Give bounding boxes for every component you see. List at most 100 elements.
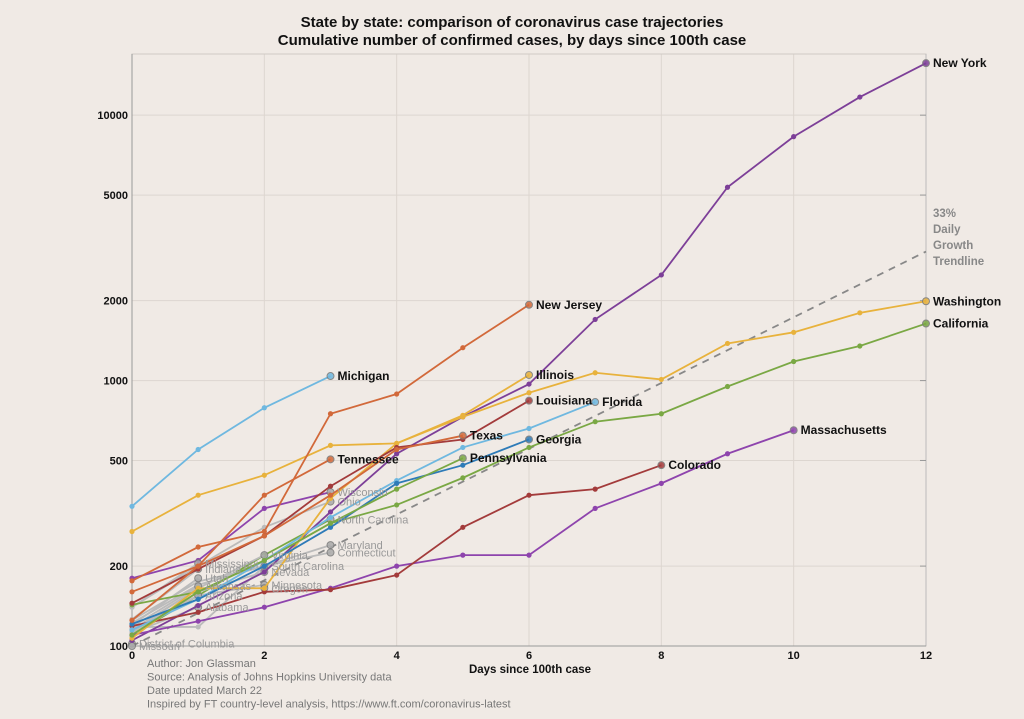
- data-point: [526, 492, 532, 498]
- series-label: District of Columbia: [139, 639, 235, 651]
- series-label: Florida: [602, 395, 642, 409]
- data-point: [458, 454, 467, 463]
- data-point: [129, 632, 135, 638]
- data-point: [195, 492, 201, 498]
- series-label: Utah: [205, 573, 228, 585]
- series-line: [131, 577, 199, 626]
- series-label: Wisconsin: [338, 487, 388, 499]
- x-tick-label: 4: [394, 650, 401, 662]
- data-point: [526, 444, 532, 451]
- data-point: [129, 600, 135, 606]
- series-new-jersey: [129, 300, 533, 584]
- y-tick-label: 500: [110, 455, 128, 467]
- data-point: [327, 587, 334, 593]
- data-point: [129, 589, 135, 595]
- data-point: [724, 451, 731, 457]
- data-point: [857, 94, 863, 100]
- series-line: [131, 434, 464, 593]
- data-point: [592, 316, 598, 323]
- data-point: [260, 551, 269, 560]
- data-point: [922, 319, 930, 328]
- data-point: [195, 589, 201, 595]
- y-tick-label: 10000: [97, 110, 128, 122]
- series-label: Alabama: [205, 602, 249, 614]
- data-point: [857, 343, 863, 349]
- series-georgia: [129, 435, 533, 627]
- series-michigan: [129, 372, 335, 509]
- data-point: [526, 552, 532, 558]
- data-point: [394, 391, 400, 397]
- series-group: [128, 59, 930, 650]
- series-line: [131, 491, 331, 580]
- data-point: [592, 370, 598, 376]
- credits: Author: Jon Glassman Source: Analysis of …: [147, 658, 511, 711]
- data-point: [460, 345, 466, 351]
- data-point: [327, 483, 334, 489]
- data-point: [791, 134, 797, 140]
- data-point: [261, 492, 267, 498]
- data-point: [195, 609, 201, 615]
- data-point: [791, 358, 797, 365]
- axes: 0 2 4 6 8 10 12 100 200 500 1000 2000 5000 10000: [97, 53, 932, 662]
- data-point: [327, 514, 334, 521]
- data-point: [195, 618, 201, 624]
- series-label: Colorado: [668, 458, 721, 472]
- data-point: [128, 642, 136, 650]
- x-axis-label: Days since 100th case: [469, 664, 591, 676]
- series-label: Nevada: [271, 567, 310, 579]
- y-tick-label: 200: [110, 561, 128, 573]
- data-point: [592, 505, 598, 511]
- series-massachusetts: [129, 426, 798, 638]
- series-label: Washington: [933, 294, 1001, 308]
- x-tick-label: 12: [920, 650, 932, 662]
- data-point: [394, 563, 400, 569]
- data-point: [460, 444, 466, 451]
- y-tick-label: 5000: [104, 190, 128, 202]
- x-tick-label: 6: [526, 650, 532, 662]
- data-point: [195, 563, 201, 569]
- x-tick-label: 0: [129, 650, 135, 662]
- data-point: [327, 509, 334, 515]
- series-line: [131, 458, 331, 621]
- data-point: [394, 572, 400, 578]
- y-tick-label: 100: [110, 641, 128, 653]
- data-point: [327, 492, 334, 498]
- data-point: [327, 411, 334, 417]
- series-label: Tennessee: [338, 452, 399, 466]
- data-point: [129, 528, 135, 535]
- data-point: [789, 426, 798, 435]
- data-point: [394, 446, 400, 453]
- data-point: [394, 502, 400, 508]
- data-point: [394, 480, 400, 486]
- data-point: [195, 544, 201, 550]
- y-tick-label: 1000: [104, 376, 128, 388]
- data-point: [526, 381, 532, 387]
- data-point: [658, 480, 664, 486]
- data-point: [261, 557, 267, 564]
- data-point: [525, 396, 533, 405]
- data-point: [658, 376, 664, 383]
- data-point: [129, 627, 135, 633]
- series-new-york: [129, 59, 930, 643]
- data-point: [394, 486, 400, 492]
- data-point: [525, 370, 533, 379]
- data-point: [261, 563, 267, 569]
- data-point: [526, 390, 532, 396]
- data-point: [261, 405, 267, 411]
- data-point: [460, 475, 466, 481]
- data-point: [857, 310, 863, 316]
- data-point: [922, 297, 930, 306]
- data-point: [394, 440, 400, 446]
- data-point: [195, 624, 201, 630]
- data-point: [525, 300, 533, 309]
- series-pennsylvania: [129, 454, 467, 638]
- data-point: [460, 462, 466, 468]
- series-line: [131, 375, 331, 507]
- data-point: [525, 435, 533, 444]
- data-point: [327, 442, 334, 448]
- data-point: [592, 486, 598, 492]
- data-point: [922, 59, 930, 68]
- series-label: Connecticut: [338, 548, 396, 560]
- data-point: [129, 503, 135, 509]
- data-point: [592, 419, 598, 425]
